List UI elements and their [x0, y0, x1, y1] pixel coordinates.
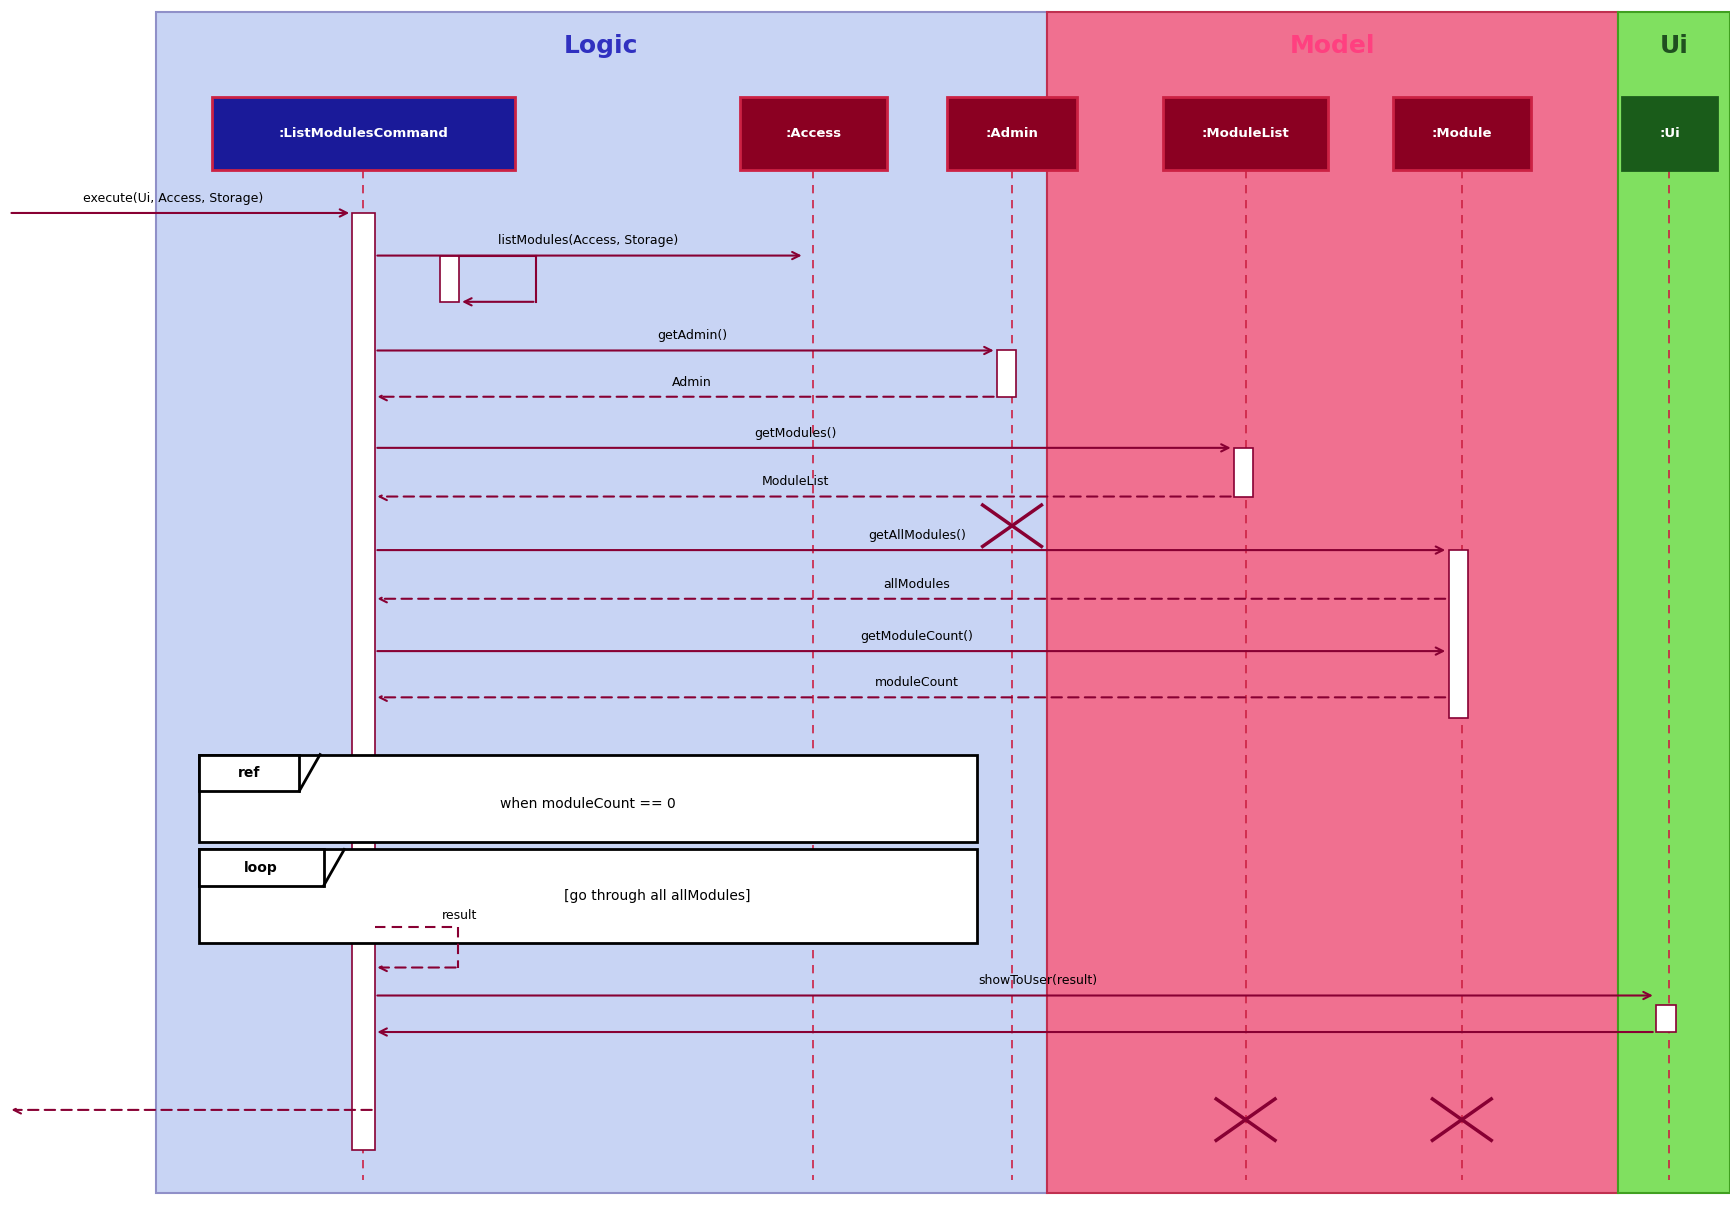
Bar: [199, 755, 299, 791]
Text: moduleCount: moduleCount: [875, 677, 958, 689]
Text: :Ui: :Ui: [1659, 128, 1680, 140]
Text: :ModuleList: :ModuleList: [1202, 128, 1289, 140]
Text: when moduleCount == 0: when moduleCount == 0: [500, 797, 676, 812]
Bar: [439, 256, 460, 302]
FancyBboxPatch shape: [740, 97, 886, 170]
Text: getModules(): getModules(): [754, 427, 837, 439]
Text: allModules: allModules: [884, 578, 950, 590]
Text: result: result: [443, 909, 477, 921]
Text: getModuleCount(): getModuleCount(): [860, 630, 974, 643]
Text: getAdmin(): getAdmin(): [657, 330, 727, 342]
Bar: [1657, 1005, 1676, 1032]
Bar: [199, 755, 977, 842]
Bar: [1618, 12, 1730, 1193]
Bar: [996, 350, 1017, 397]
FancyBboxPatch shape: [948, 97, 1076, 170]
Bar: [199, 849, 324, 886]
Text: loop: loop: [244, 860, 279, 875]
Text: Ui: Ui: [1659, 34, 1688, 58]
Text: ModuleList: ModuleList: [763, 476, 829, 488]
FancyBboxPatch shape: [1163, 97, 1329, 170]
Bar: [1450, 550, 1467, 718]
FancyBboxPatch shape: [1623, 97, 1718, 170]
FancyBboxPatch shape: [211, 97, 516, 170]
Text: [go through all allModules]: [go through all allModules]: [564, 890, 751, 903]
Text: :Access: :Access: [785, 128, 841, 140]
Bar: [156, 12, 1047, 1193]
Text: Logic: Logic: [564, 34, 638, 58]
Text: execute(Ui, Access, Storage): execute(Ui, Access, Storage): [83, 192, 263, 204]
Text: listModules(Access, Storage): listModules(Access, Storage): [498, 235, 678, 247]
Bar: [1047, 12, 1618, 1193]
Text: :ListModulesCommand: :ListModulesCommand: [279, 128, 448, 140]
Bar: [199, 849, 977, 943]
Text: :Module: :Module: [1432, 128, 1491, 140]
Text: showToUser(result): showToUser(result): [979, 975, 1097, 987]
Text: Model: Model: [1289, 34, 1375, 58]
Bar: [1235, 448, 1253, 497]
Bar: [353, 213, 374, 1150]
Text: getAllModules(): getAllModules(): [868, 529, 965, 542]
Text: Admin: Admin: [673, 376, 711, 388]
Text: :Admin: :Admin: [986, 128, 1038, 140]
FancyBboxPatch shape: [1393, 97, 1531, 170]
Text: ref: ref: [239, 765, 260, 780]
